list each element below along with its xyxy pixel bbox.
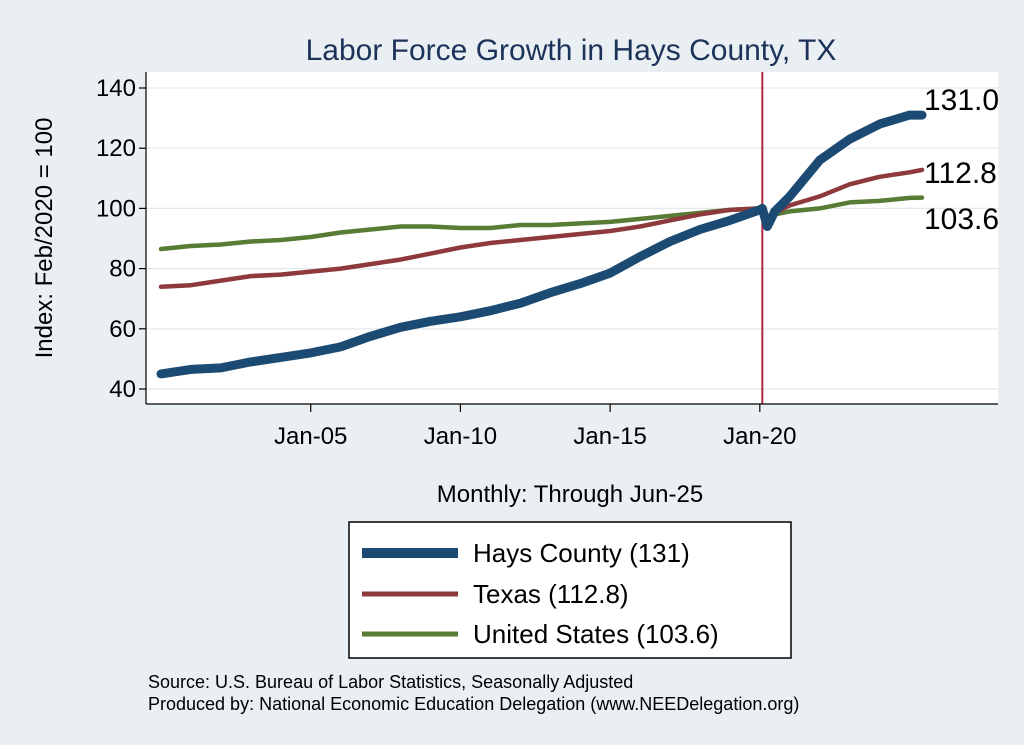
axes: 40 60 80 100 120 140 Jan-05 Jan-10 Jan-15 Jan-20 — [96, 72, 998, 450]
legend: Hays County (131) Texas (112.8) United Sta… — [348, 521, 792, 659]
series-line — [158, 195, 925, 252]
series-lines — [156, 110, 927, 379]
end-value-label: 103.6 — [924, 203, 999, 236]
x-tick-label: Jan-10 — [424, 423, 497, 450]
series-line — [158, 167, 925, 289]
chart-title: Labor Force Growth in Hays County, TX — [306, 34, 837, 67]
legend-label: Hays County (131) — [473, 538, 690, 568]
x-axis-title: Monthly: Through Jun-25 — [437, 481, 703, 508]
grid-lines — [146, 72, 998, 404]
x-tick-label: Jan-05 — [274, 423, 347, 450]
produced-by-note: Produced by: National Economic Education… — [148, 694, 799, 714]
y-tick-label: 60 — [109, 316, 136, 343]
x-tick-label: Jan-20 — [723, 423, 796, 450]
end-value-label: 112.8 — [924, 157, 997, 190]
end-value-label: 131.0 — [924, 84, 999, 117]
y-axis-title: Index: Feb/2020 = 100 — [31, 118, 58, 359]
legend-label: Texas (112.8) — [473, 579, 629, 609]
x-tick-label: Jan-15 — [573, 423, 646, 450]
end-labels: 131.0 112.8 103.6 — [924, 84, 999, 236]
y-tick-label: 40 — [109, 376, 136, 403]
y-tick-label: 120 — [96, 135, 136, 162]
series-line — [156, 110, 927, 379]
source-note: Source: U.S. Bureau of Labor Statistics,… — [148, 672, 633, 692]
y-tick-label: 80 — [109, 256, 136, 283]
legend-label: United States (103.6) — [473, 619, 719, 649]
y-tick-label: 100 — [96, 195, 136, 222]
legend-items: Hays County (131) Texas (112.8) United Sta… — [362, 538, 719, 649]
y-tick-label: 140 — [96, 75, 136, 102]
